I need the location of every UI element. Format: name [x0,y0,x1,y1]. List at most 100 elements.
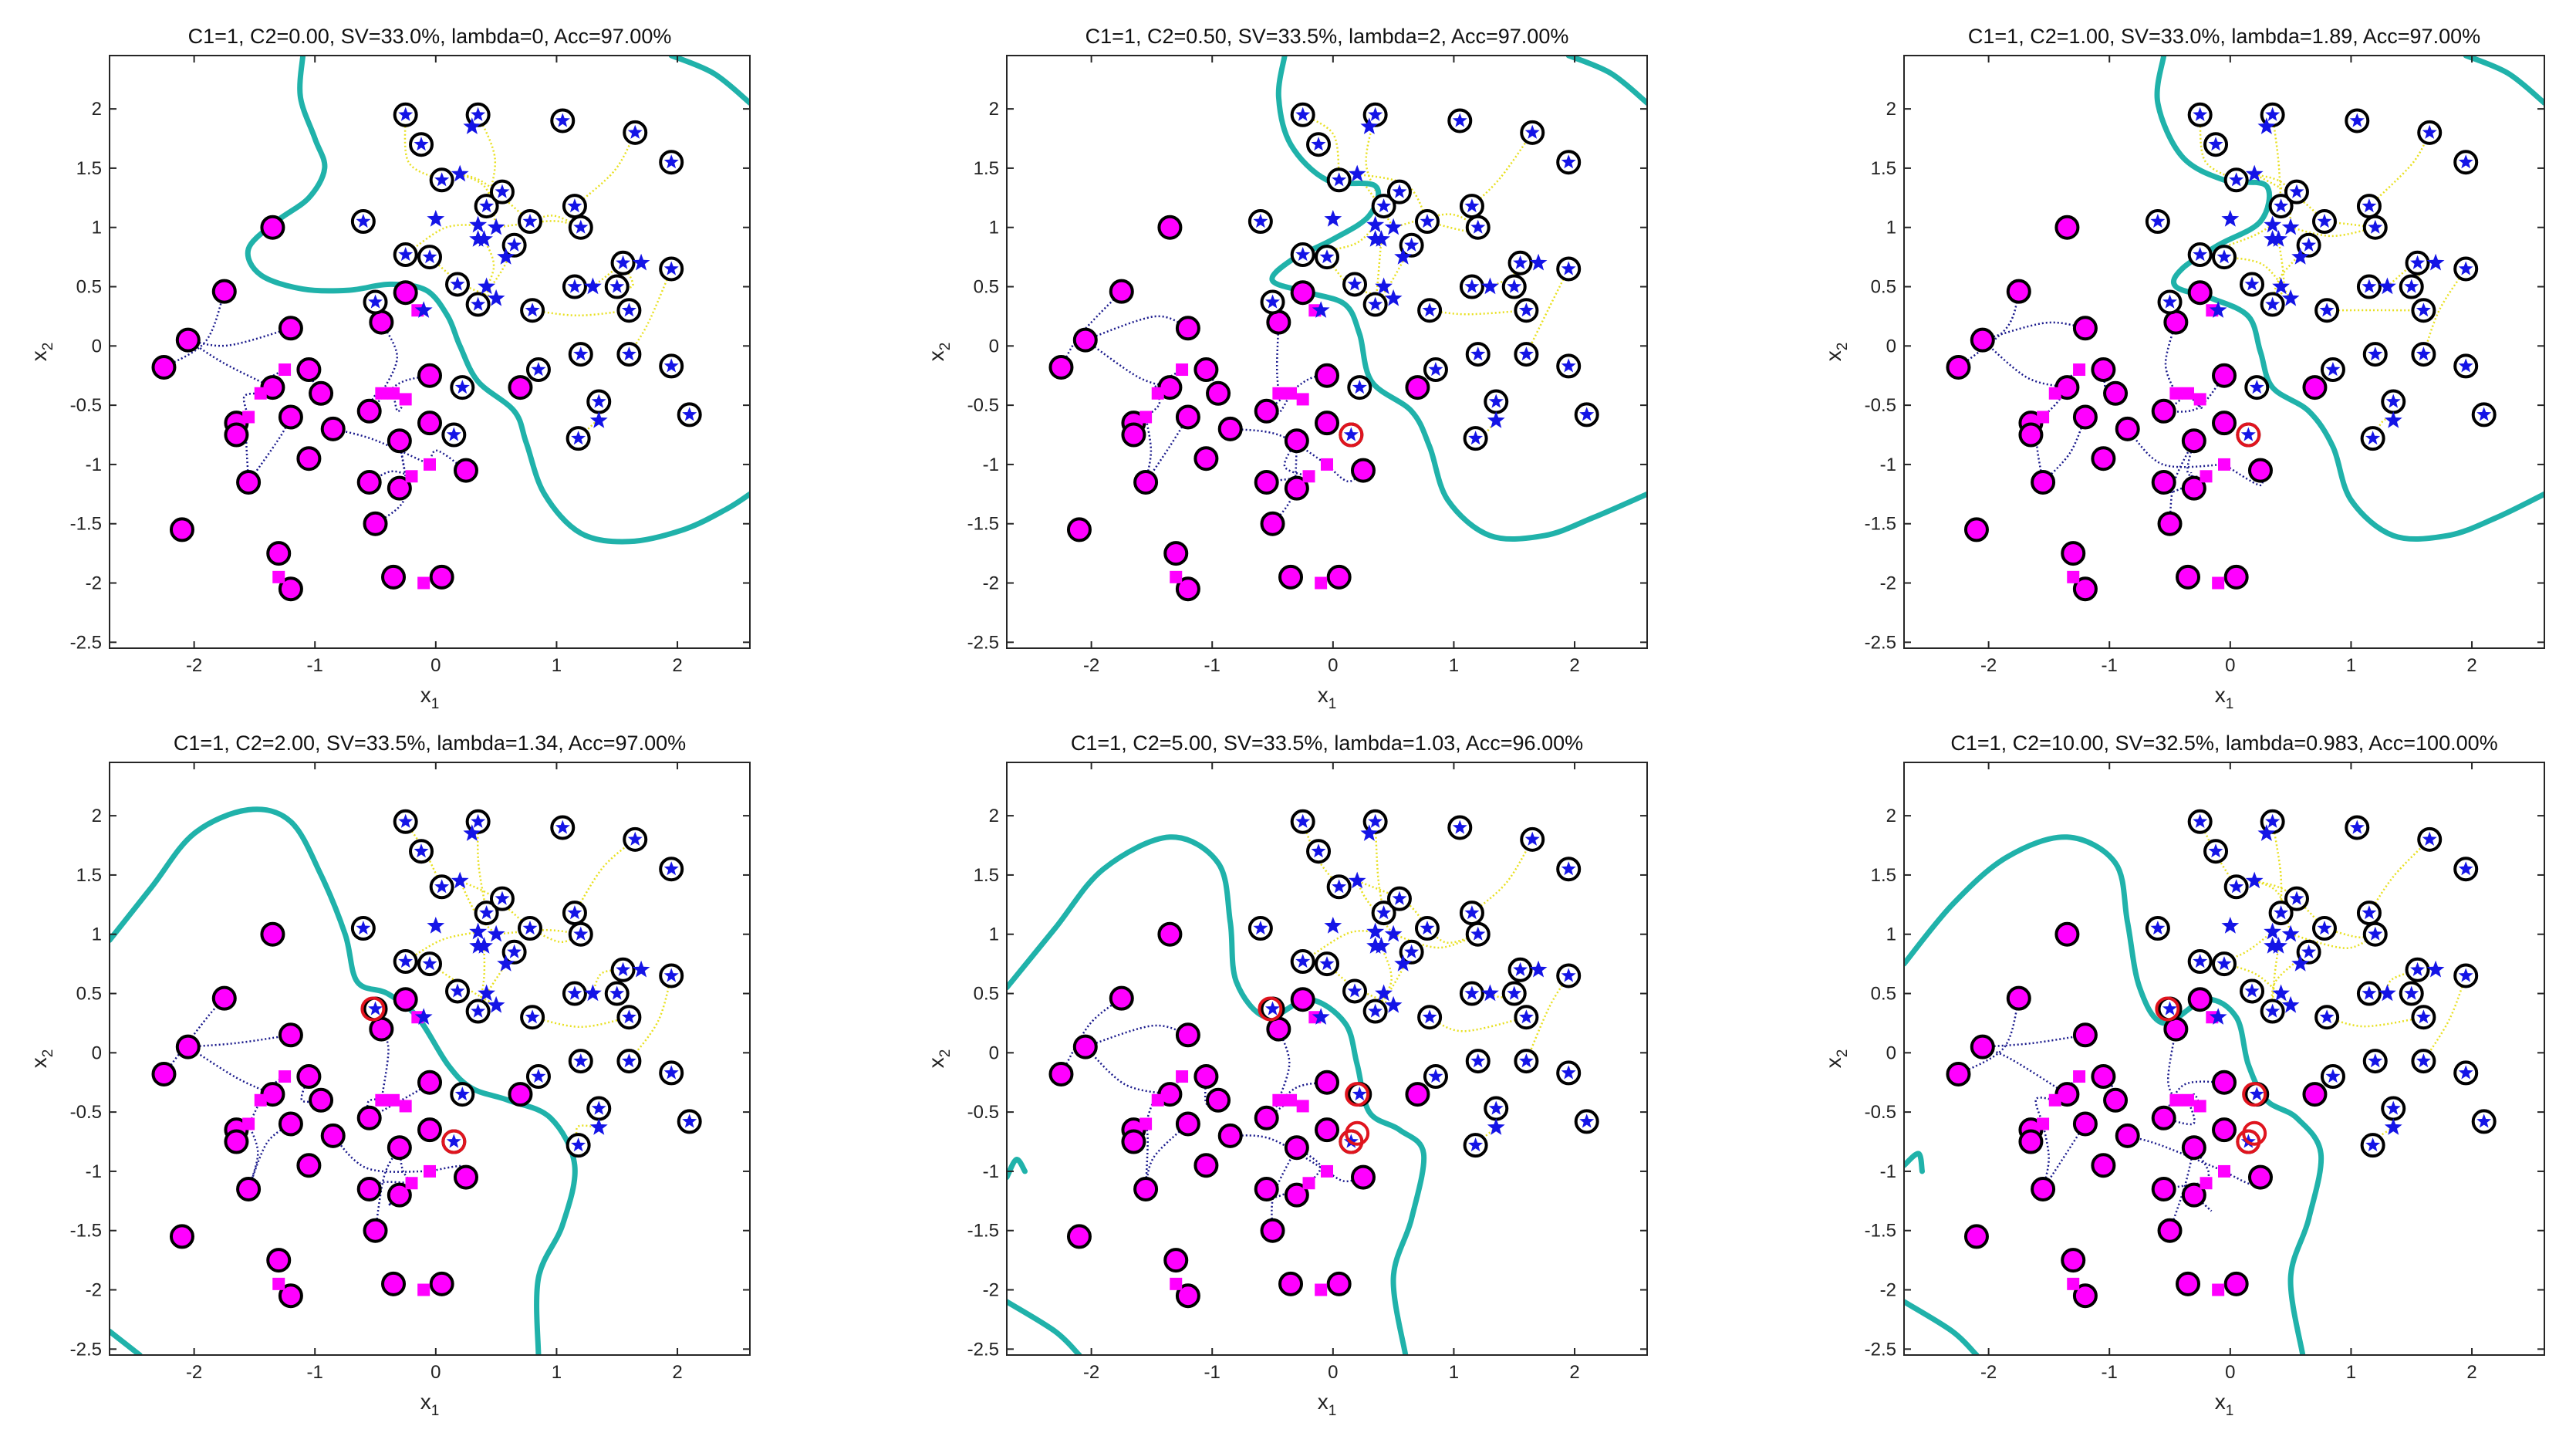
point-pos [471,1003,486,1018]
y-tick-label: -2.5 [70,1339,102,1360]
point-pos [2264,230,2282,247]
point-pos [1394,248,1413,265]
point-neg [405,470,418,483]
point-pos [414,301,433,318]
point-pos [2244,276,2260,291]
point-pos [2476,407,2492,421]
y-tick-label: 0.5 [974,984,999,1005]
point-pos [531,1069,546,1083]
x-tick-label: 2 [2466,655,2476,676]
point-pos [1464,985,1480,1000]
decision-boundary [668,56,750,106]
y-tick-label: -1 [1880,1161,1896,1182]
y-tick-label: 0 [989,336,999,357]
x-axis-label: x1 [1318,683,1337,712]
point-pos [2416,346,2431,361]
point-pos [1488,394,1504,408]
neg-link [1085,1024,1189,1048]
point-pos [469,230,488,247]
support-vector-neg [429,564,454,590]
point-pos [1360,824,1379,841]
y-tick-label: 1 [1886,218,1896,238]
point-pos [2317,921,2332,935]
point-pos [567,279,582,293]
support-vector-neg [1133,1176,1159,1201]
y-tick-label: -0.5 [1865,1102,1896,1123]
point-pos [356,921,371,935]
point-pos [525,302,540,317]
point-neg [1321,458,1333,471]
point-neg [2037,1117,2050,1130]
support-vector-neg [175,327,201,353]
point-neg [1176,363,1189,377]
decision-boundary [110,1328,143,1355]
point-pos [1392,184,1407,198]
support-vector-neg [278,576,303,602]
y-axis-label: x2 [27,1049,56,1069]
plot-area [151,56,750,602]
point-pos [2240,427,2256,441]
point-neg [1139,1117,1153,1130]
support-vector-neg [278,1022,303,1048]
point-neg [272,570,285,583]
y-tick-label: -2.5 [1865,632,1896,653]
support-vector-neg [2031,469,2056,495]
point-pos [1561,261,1576,275]
point-pos [1529,960,1548,978]
support-vector-neg [1254,469,1279,495]
point-pos [1352,1086,1367,1101]
neg-link [1153,368,1183,394]
point-pos [1529,253,1548,271]
support-vector-neg [1109,279,1134,304]
point-neg [417,1283,430,1296]
neg-link [2041,1124,2050,1190]
point-neg [279,1070,292,1083]
point-pos [1311,137,1326,151]
point-pos [1518,346,1534,361]
plot-area [1904,809,2497,1355]
point-pos [2229,879,2244,894]
point-neg [1272,387,1285,400]
point-pos [627,124,643,139]
support-vector-neg [2031,1176,2056,1201]
support-vector-neg [169,1224,194,1249]
point-pos [1524,831,1540,846]
y-tick-label: -1.5 [1865,1221,1896,1242]
point-pos [1368,106,1383,121]
point-pos [2410,255,2426,269]
point-pos [621,346,636,361]
panel-1: C1=1, C2=0.00, SV=33.0%, lambda=0, Acc=9… [27,25,751,712]
decision-boundary [245,56,750,545]
point-neg [254,387,267,400]
point-pos [495,184,510,198]
point-pos [2416,302,2431,317]
point-pos [2208,843,2223,858]
support-vector-neg [1284,1135,1309,1161]
y-tick-label: -2 [86,573,102,594]
point-pos [2362,198,2377,213]
point-pos [1481,277,1499,295]
point-pos [1366,230,1385,247]
y-tick-label: -1 [983,455,999,475]
point-neg [1151,1093,1164,1107]
support-vector-neg [387,428,412,454]
neg-link [187,1046,273,1096]
point-pos [567,905,582,920]
point-pos [2458,861,2473,876]
point-pos [1375,984,1393,1002]
y-tick-label: 2 [92,99,102,120]
point-pos [434,879,450,894]
point-pos [2272,277,2290,295]
point-pos [663,861,679,876]
support-vector-neg [236,1176,262,1201]
misclassified-ring [441,1129,467,1154]
point-pos [1470,926,1486,941]
support-vector-neg [2247,1164,2273,1190]
y-tick-label: 1 [989,924,999,945]
point-neg [2073,1070,2086,1083]
point-pos [1366,937,1385,954]
support-vector-neg [1157,921,1183,947]
panel-title: C1=1, C2=0.50, SV=33.5%, lambda=2, Acc=9… [1085,25,1569,48]
support-vector-neg [2091,1153,2116,1178]
neg-link [369,1181,412,1191]
